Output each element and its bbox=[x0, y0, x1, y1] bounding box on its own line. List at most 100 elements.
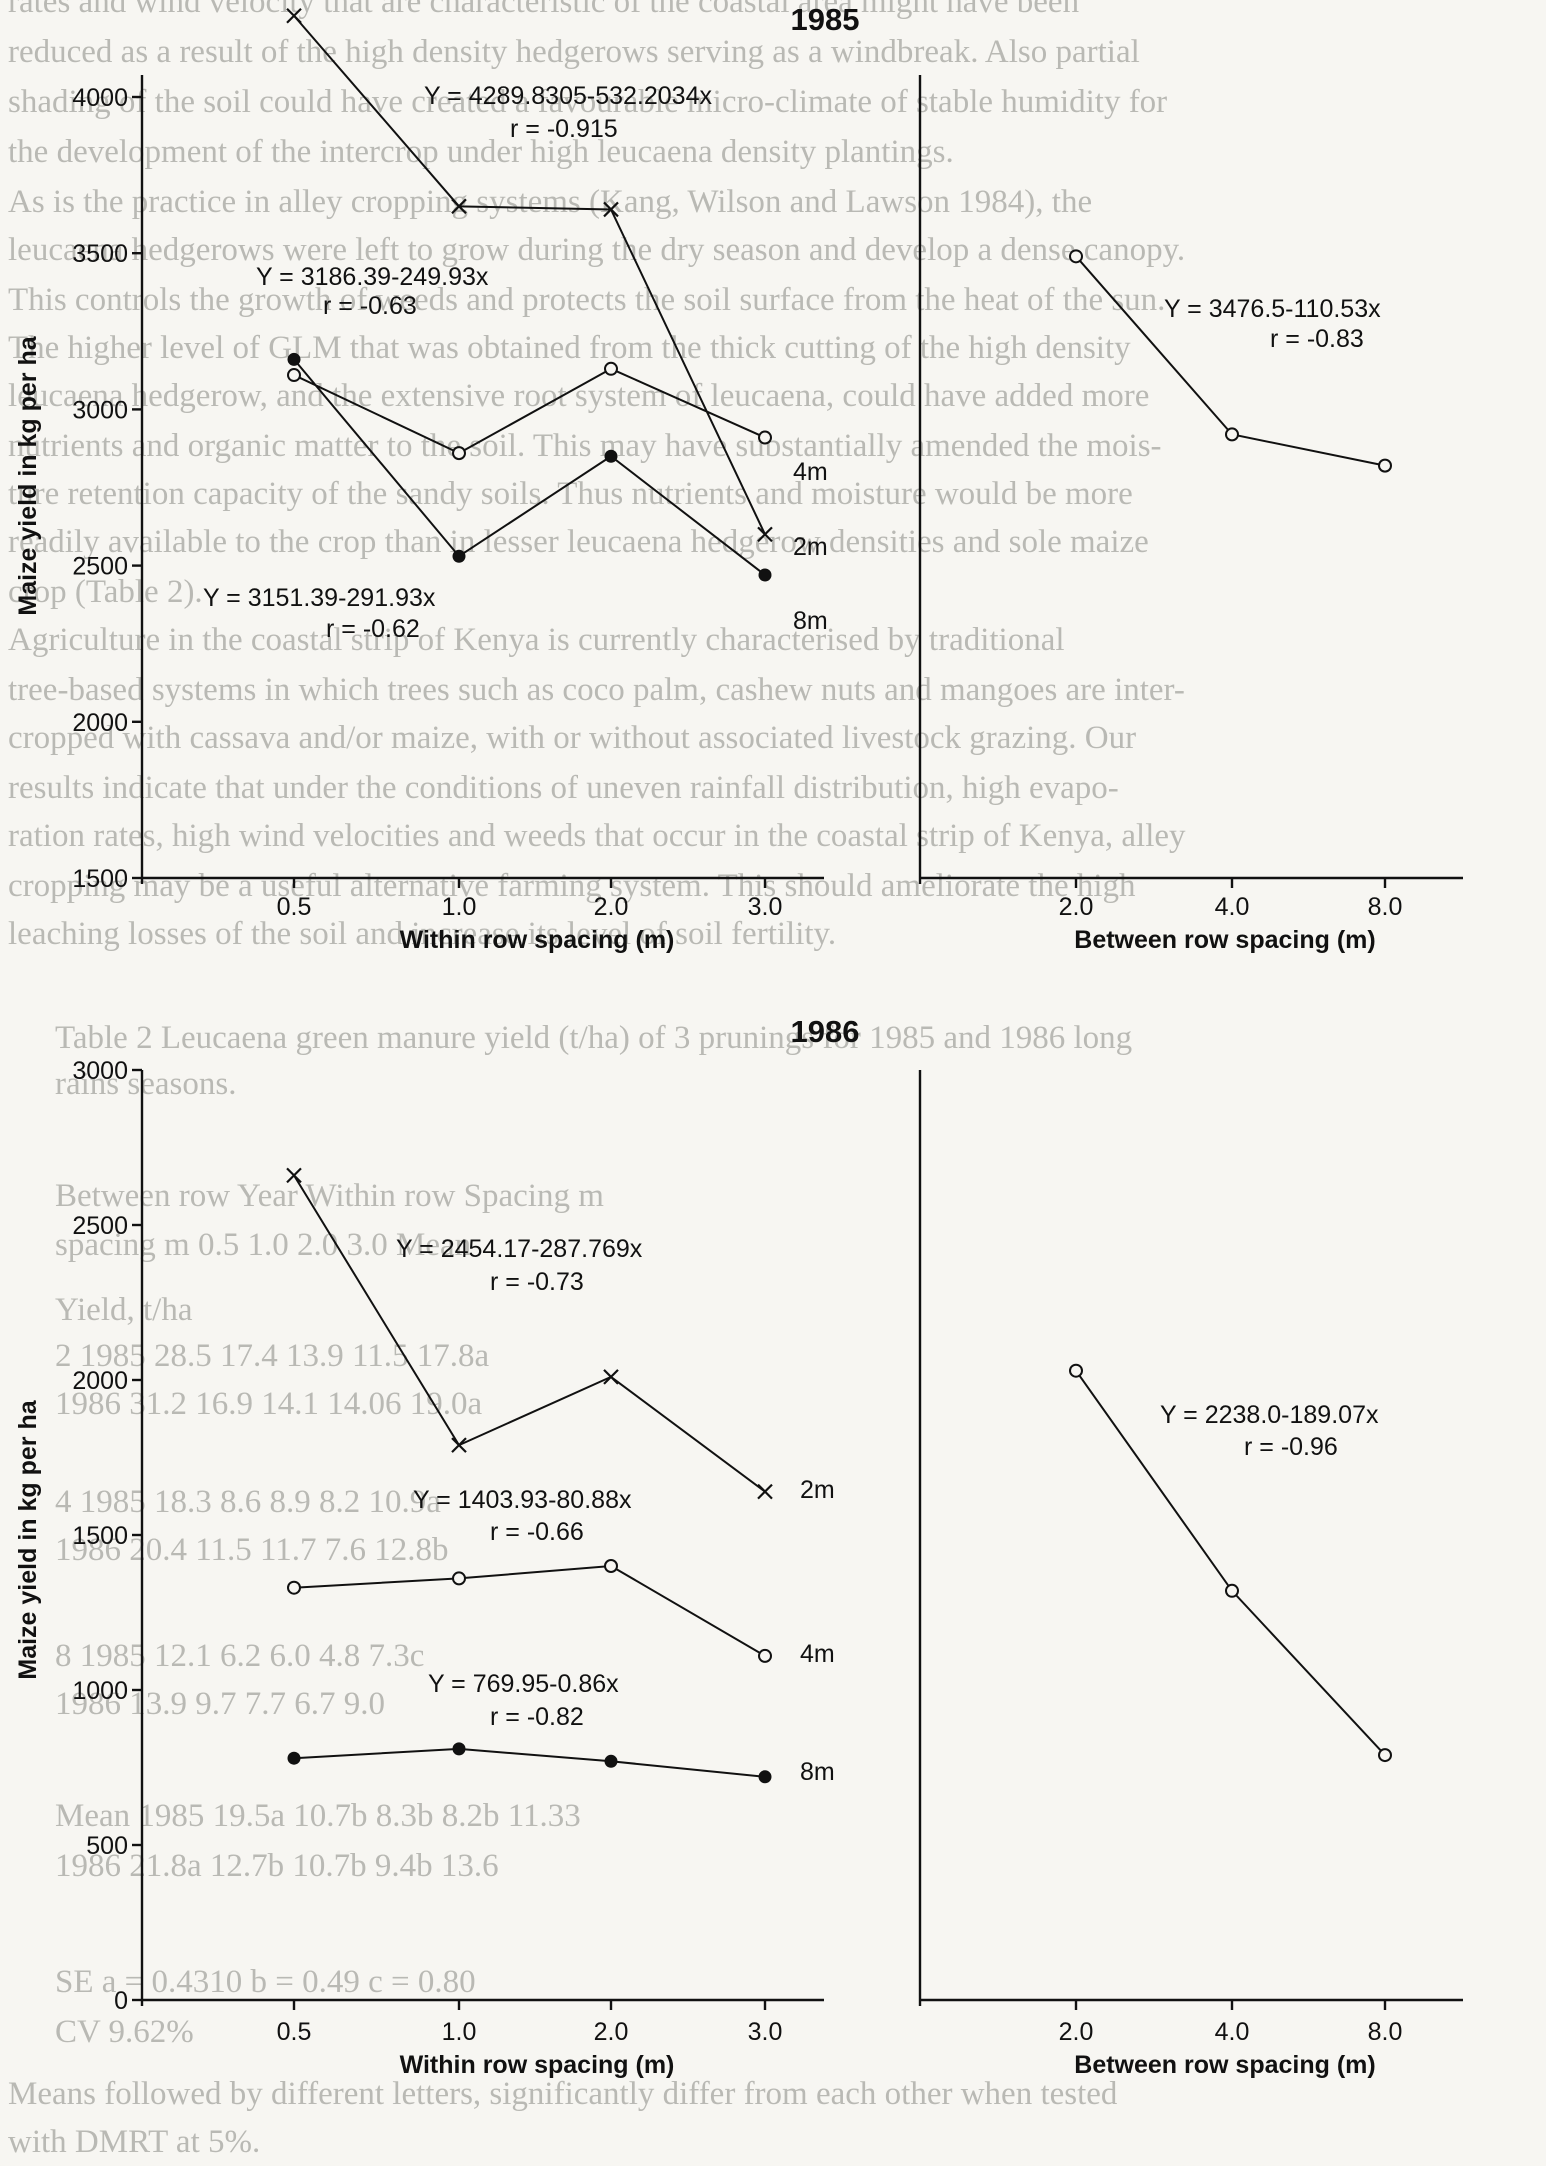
bleed-line: the development of the intercrop under h… bbox=[8, 134, 954, 170]
bleed-line: 2 1985 28.5 17.4 13.9 11.5 17.8a bbox=[55, 1338, 490, 1374]
regression-equation: Y = 1403.93-80.88x bbox=[413, 1486, 632, 1514]
data-point-circle bbox=[1069, 249, 1083, 264]
x-axis-label: Between row spacing (m) bbox=[1074, 926, 1375, 954]
y-axis-label: Maize yield in kg per ha bbox=[14, 1399, 42, 1679]
y-tick-label: 1500 bbox=[72, 865, 128, 893]
y-tick-label: 2000 bbox=[72, 1367, 128, 1395]
bleed-line: Means followed by different letters, sig… bbox=[8, 2076, 1118, 2112]
y-tick-label: 1500 bbox=[72, 1522, 128, 1550]
x-tick-label: 1.0 bbox=[442, 893, 477, 921]
chart-1986: 1986 Maize yield in kg per ha 0 500 1000 1500… bbox=[14, 1014, 1463, 2079]
data-point-cross bbox=[286, 1167, 302, 1184]
bleed-line: with DMRT at 5%. bbox=[8, 2124, 260, 2160]
correlation-coefficient: r = -0.82 bbox=[490, 1703, 584, 1731]
regression-equation: Y = 2454.17-287.769x bbox=[396, 1235, 643, 1263]
x-tick-label: 3.0 bbox=[748, 2018, 783, 2046]
bleed-line: results indicate that under the conditio… bbox=[8, 770, 1119, 806]
bleed-line: tree-based systems in which trees such a… bbox=[8, 672, 1185, 708]
x-tick-label: 1.0 bbox=[442, 2018, 477, 2046]
data-point-circle bbox=[1378, 1748, 1392, 1763]
x-tick-label: 3.0 bbox=[748, 893, 783, 921]
bleed-line: 4 1985 18.3 8.6 8.9 8.2 10.9a bbox=[55, 1484, 441, 1520]
series-line bbox=[293, 1174, 766, 1493]
data-point-dot bbox=[287, 1751, 301, 1765]
data-point-dot bbox=[452, 1742, 466, 1756]
bleed-line: 1986 13.9 9.7 7.7 6.7 9.0 bbox=[55, 1686, 385, 1722]
bleed-line: 1986 20.4 11.5 11.7 7.6 12.8b bbox=[55, 1532, 449, 1568]
bleed-line: nutrients and organic matter to the soil… bbox=[8, 428, 1162, 464]
data-point-circle bbox=[287, 1580, 301, 1595]
series-line bbox=[293, 1564, 766, 1657]
data-point-cross bbox=[757, 1483, 773, 1500]
data-point-dot bbox=[758, 568, 772, 582]
bleed-line: shading of the soil could have created a… bbox=[8, 84, 1167, 120]
y-tick-label: 0 bbox=[114, 1987, 128, 2015]
y-tick-label: 3000 bbox=[72, 1057, 128, 1085]
data-point-circle bbox=[1225, 1583, 1239, 1598]
bleed-line: leucaena hedgerows were left to grow dur… bbox=[8, 232, 1185, 268]
bleed-line: CV 9.62% bbox=[55, 2014, 194, 2050]
series-label: 4m bbox=[800, 1640, 835, 1668]
data-point-cross bbox=[757, 526, 773, 543]
data-point-dot bbox=[287, 352, 301, 366]
series-line bbox=[293, 358, 766, 576]
y-tick-label: 2000 bbox=[72, 709, 128, 737]
x-tick-label: 8.0 bbox=[1368, 2018, 1403, 2046]
correlation-coefficient: r = -0.915 bbox=[510, 115, 618, 143]
regression-equation: Y = 3476.5-110.53x bbox=[1164, 295, 1381, 323]
bleed-line: leucaena hedgerow, and the extensive roo… bbox=[8, 378, 1149, 414]
bleed-line: ration rates, high wind velocities and w… bbox=[8, 818, 1186, 854]
y-tick-label: 4000 bbox=[72, 84, 128, 112]
x-axis-label: Within row spacing (m) bbox=[400, 926, 675, 954]
x-tick-label: 2.0 bbox=[594, 2018, 629, 2046]
bleed-line: spacing m 0.5 1.0 2.0 3.0 Mean bbox=[55, 1227, 471, 1263]
x-tick-label: 2.0 bbox=[594, 893, 629, 921]
correlation-coefficient: r = -0.83 bbox=[1270, 325, 1364, 353]
bleed-line: 8 1985 12.1 6.2 6.0 4.8 7.3c bbox=[55, 1638, 424, 1674]
data-point-cross bbox=[603, 201, 619, 218]
y-tick-label: 500 bbox=[86, 1832, 128, 1860]
bleed-line: Yield, t/ha bbox=[55, 1292, 193, 1328]
y-tick-label: 2500 bbox=[72, 1212, 128, 1240]
correlation-coefficient: r = -0.62 bbox=[326, 615, 420, 643]
data-point-dot bbox=[604, 1754, 618, 1768]
x-tick-label: 2.0 bbox=[1059, 893, 1094, 921]
bleed-line: leaching losses of the soil and increase… bbox=[8, 916, 836, 952]
bleed-line: readily available to the crop than in le… bbox=[8, 524, 1149, 560]
bleed-line: Between row Year Within row Spacing m bbox=[55, 1178, 604, 1214]
x-tick-label: 4.0 bbox=[1215, 2018, 1250, 2046]
bleed-line: rates and wind velocity that are charact… bbox=[8, 0, 1079, 20]
bleed-line: As is the practice in alley cropping sys… bbox=[8, 184, 1092, 220]
x-tick-label: 2.0 bbox=[1059, 2018, 1094, 2046]
data-point-cross bbox=[286, 7, 302, 24]
data-point-circle bbox=[1378, 458, 1392, 473]
correlation-coefficient: r = -0.63 bbox=[323, 292, 417, 320]
chart-title: 1985 bbox=[791, 2, 860, 37]
bleed-line: cropping may be a useful alternative far… bbox=[8, 868, 1136, 904]
regression-equation: Y = 769.95-0.86x bbox=[428, 1670, 619, 1698]
y-tick-label: 2500 bbox=[72, 553, 128, 581]
regression-equation: Y = 3186.39-249.93x bbox=[256, 263, 489, 291]
x-axis-label: Within row spacing (m) bbox=[400, 2051, 675, 2079]
series-line bbox=[293, 367, 766, 455]
correlation-coefficient: r = -0.73 bbox=[490, 1268, 584, 1296]
series-line bbox=[293, 1747, 766, 1778]
bleed-through-lines: rates and wind velocity that are charact… bbox=[8, 0, 1186, 2160]
bleed-line: Agriculture in the coastal strip of Keny… bbox=[8, 622, 1065, 658]
x-tick-label: 0.5 bbox=[277, 893, 312, 921]
bleed-line: SE a = 0.4310 b = 0.49 c = 0.80 bbox=[55, 1964, 476, 2000]
data-point-dot bbox=[604, 449, 618, 463]
bleed-line: rains seasons. bbox=[55, 1066, 236, 1102]
bleed-line: This controls the growth of weeds and pr… bbox=[8, 282, 1165, 318]
chart-title: 1986 bbox=[791, 1014, 860, 1049]
bleed-line: reduced as a result of the high density … bbox=[8, 34, 1140, 70]
series-line bbox=[293, 15, 766, 535]
y-tick-label: 3500 bbox=[72, 240, 128, 268]
data-point-dot bbox=[452, 549, 466, 563]
series-label: 4m bbox=[793, 458, 828, 486]
data-point-dot bbox=[758, 1770, 772, 1784]
chart-1985: 1985 Maize yield in kg per ha 1500 2000 2500… bbox=[14, 2, 1463, 954]
regression-equation: Y = 4289.8305-532.2034x bbox=[424, 82, 712, 110]
